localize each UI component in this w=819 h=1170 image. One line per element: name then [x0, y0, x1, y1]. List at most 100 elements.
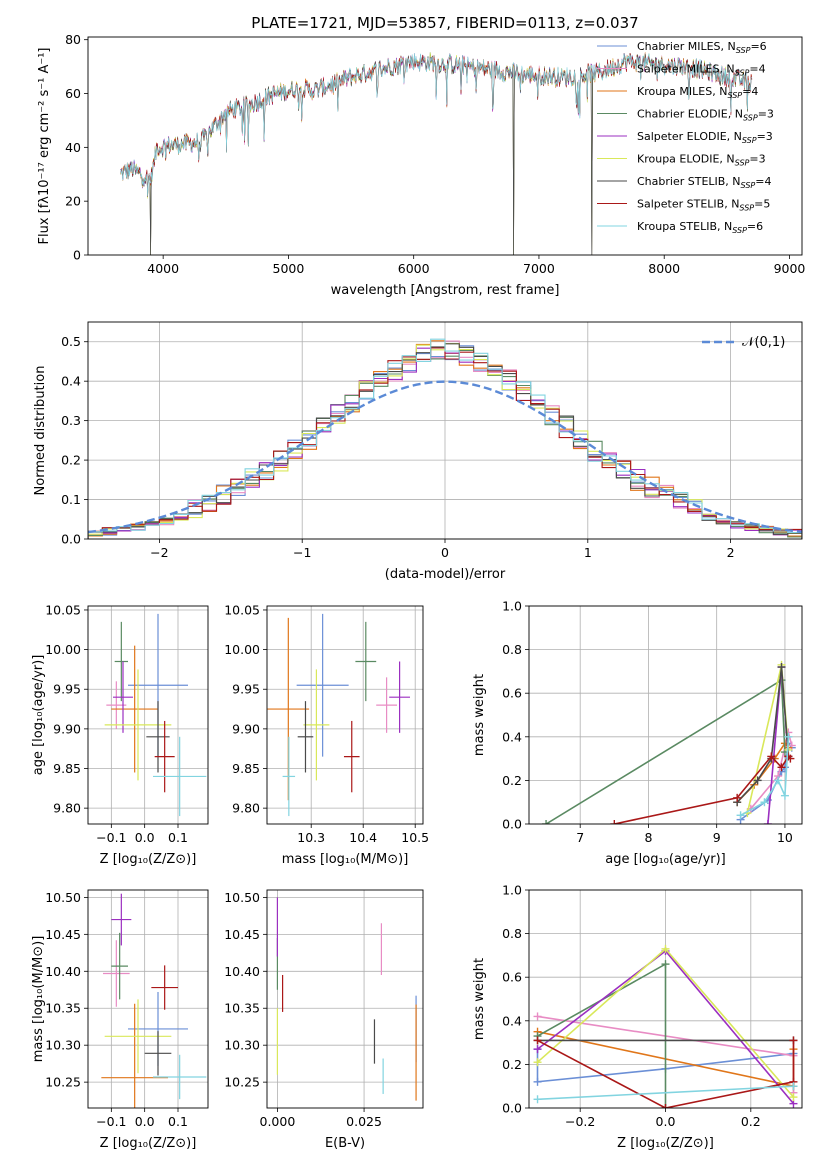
y-tick-label: 80 — [65, 32, 81, 47]
x-tick-label: 8000 — [648, 261, 680, 276]
weight-marker-salpeter-stelib — [767, 752, 776, 761]
y-tick-label: 10.40 — [45, 964, 81, 979]
errorbar-kroupa-stelib — [153, 736, 207, 817]
weight-line-salpeter-stelib — [537, 1039, 795, 1108]
age-vs-mass-panel: 10.3 10.4 10.5 9.80 9.85 9.90 9.95 10.00 10.05 ma… — [224, 602, 429, 867]
x-tick-label: −0.1 — [96, 1114, 126, 1129]
y-tick-label: 20 — [65, 194, 81, 209]
errorbar-salpeter-stelib — [154, 720, 175, 793]
y-tick-label: 0.4 — [502, 729, 522, 744]
errorbar-kroupa-stelib — [153, 1054, 207, 1100]
mass-vs-ebv-panel: 0.000 0.025 10.25 10.30 10.35 10.40 10.45 10.50… — [224, 889, 424, 1151]
y-tick-label: 10.30 — [45, 1038, 81, 1053]
x-tick-label: 10.3 — [297, 830, 325, 845]
weight-marker-kroupa-stelib — [533, 1095, 542, 1104]
axes-frame — [87, 321, 803, 540]
y-tick-label: 10.00 — [224, 642, 260, 657]
errorbar-chabrier-elodie — [114, 621, 128, 702]
x-tick-label: −1 — [293, 545, 311, 560]
y-tick-label: 9.85 — [232, 761, 260, 776]
x-tick-label: 5000 — [273, 261, 305, 276]
y-tick-label: 10.50 — [45, 890, 81, 905]
y-tick-label: 0.2 — [502, 1057, 522, 1072]
axes-frame — [87, 605, 209, 825]
errorbar-kroupa-elodie — [104, 999, 172, 1074]
y-tick-label: 10.35 — [45, 1001, 81, 1016]
legend-entry-salpeter-elodie: Salpeter ELODIE, NSSP=3 — [637, 130, 773, 145]
legend-entry-salpeter-stelib: Salpeter STELIB, NSSP=5 — [637, 198, 770, 213]
y-tick-label: 0.4 — [502, 1013, 522, 1028]
weight-marker-kroupa-stelib — [774, 776, 783, 785]
legend-entry-salpeter-miles: Salpeter MILES, NSSP=4 — [637, 63, 766, 78]
x-axis-label: Z [log₁₀(Z/Z⊙)] — [100, 852, 197, 867]
weight-vs-metallicity-panel: −0.2 0.0 0.2 0.0 0.2 0.4 0.6 0.8 1.0 Z [log₁₀(Z/Z… — [472, 883, 803, 1151]
y-tick-label: 0.2 — [502, 773, 522, 788]
x-axis-label: Z [log₁₀(Z/Z⊙)] — [617, 1136, 714, 1151]
axes-frame — [528, 889, 803, 1109]
x-tick-label: −2 — [150, 545, 168, 560]
x-tick-label: 7 — [576, 830, 584, 845]
y-tick-label: 0.4 — [61, 374, 81, 389]
y-tick-label: 10.45 — [224, 927, 260, 942]
y-tick-label: 10.05 — [224, 602, 260, 617]
weight-marker-kroupa-stelib — [760, 798, 769, 807]
plot-area — [88, 338, 802, 539]
plot-area — [276, 897, 417, 1101]
y-tick-label: 10.45 — [45, 927, 81, 942]
y-tick-label: 9.80 — [53, 801, 81, 816]
x-tick-label: 2 — [727, 545, 735, 560]
x-tick-label: 0.025 — [346, 1114, 382, 1129]
legend-entry-normal: 𝒩(0,1) — [742, 335, 785, 350]
plot-area — [542, 660, 796, 824]
errorbar-kroupa-stelib — [282, 736, 296, 817]
weight-marker-salpeter-stelib — [789, 1036, 798, 1045]
x-tick-label: 8 — [644, 830, 652, 845]
y-axis-label: age [log₁₀(age/yr)] — [31, 655, 46, 776]
weight-marker-kroupa-stelib — [736, 811, 745, 820]
errorbar-kroupa-miles — [101, 1003, 168, 1108]
y-tick-label: 1.0 — [502, 599, 522, 614]
mass-vs-metallicity-panel: −0.1 0.0 0.1 10.25 10.30 10.35 10.40 10.45 10.50… — [31, 889, 209, 1151]
errorbar-kroupa-miles — [111, 645, 158, 773]
weight-marker-kroupa-elodie — [661, 944, 670, 953]
y-tick-label: 0.0 — [502, 1101, 522, 1116]
weight-marker-kroupa-elodie — [789, 1093, 798, 1102]
x-tick-label: 0.0 — [135, 1114, 155, 1129]
errorbar-kroupa-elodie — [303, 669, 330, 781]
y-tick-label: 10.00 — [45, 642, 81, 657]
axes-frame — [528, 605, 803, 825]
x-tick-label: 10 — [777, 830, 793, 845]
histogram-kroupa-stelib — [88, 338, 802, 539]
y-tick-label: 10.25 — [224, 1075, 260, 1090]
weight-line-salpeter-miles — [750, 732, 793, 810]
weight-marker-salpeter-stelib — [777, 763, 786, 772]
errorbar-chabrier-elodie — [111, 932, 128, 1000]
x-axis-label: (data-model)/error — [385, 567, 506, 582]
x-tick-label: 10.5 — [401, 830, 429, 845]
x-axis-label: age [log₁₀(age/yr)] — [605, 852, 726, 867]
errorbar-chabrier-stelib — [144, 1031, 172, 1076]
weight-marker-kroupa-elodie — [533, 1058, 542, 1067]
y-tick-label: 0.3 — [61, 413, 81, 428]
axes-frame — [266, 605, 424, 825]
y-tick-label: 10.40 — [224, 964, 260, 979]
y-tick-label: 0.0 — [502, 817, 522, 832]
spectrum-panel: 4000 5000 6000 7000 8000 9000 0 20 40 60 80 wavelen… — [37, 32, 805, 298]
x-tick-label: 0.1 — [168, 830, 188, 845]
legend-entry-chabrier-elodie: Chabrier ELODIE, NSSP=3 — [637, 108, 774, 123]
y-axis-label: Normed distribution — [33, 366, 48, 496]
y-tick-label: 0.6 — [502, 970, 522, 985]
weight-marker-chabrier-miles — [533, 1077, 542, 1086]
errorbar-salpeter-elodie — [113, 661, 133, 733]
y-tick-label: 10.30 — [224, 1038, 260, 1053]
errorbar-chabrier-elodie — [355, 621, 377, 702]
weight-marker-chabrier-stelib — [753, 776, 762, 785]
x-tick-label: 6000 — [398, 261, 430, 276]
weight-line-chabrier-stelib — [736, 666, 790, 803]
x-tick-label: 0.0 — [135, 830, 155, 845]
x-tick-label: 0.1 — [168, 1114, 188, 1129]
plot-area — [120, 52, 753, 255]
plot-area — [267, 613, 410, 817]
legend-entry-chabrier-miles: Chabrier MILES, NSSP=6 — [637, 40, 767, 55]
y-tick-label: 0.8 — [502, 926, 522, 941]
